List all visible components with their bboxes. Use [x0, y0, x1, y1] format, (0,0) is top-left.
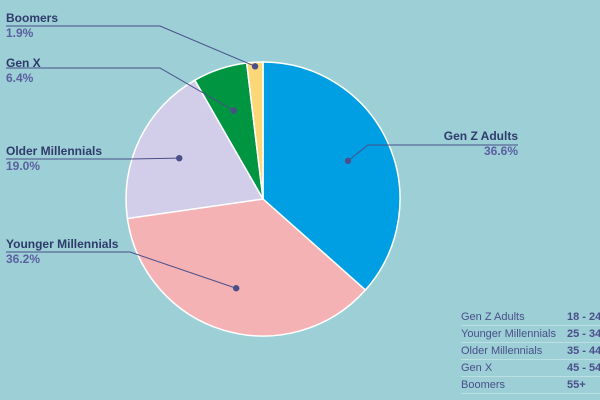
age-legend-row: Gen X 45 - 54: [461, 360, 600, 377]
age-legend-range: 35 - 44: [567, 345, 600, 357]
pie-slice-gen-z-adults: [262, 61, 401, 292]
leader-line: [347, 144, 518, 162]
age-legend-generation: Gen X: [461, 362, 493, 374]
slice-label-younger-millennials: Younger Millennials 36.2%: [6, 237, 118, 267]
slice-name: Older Millennials: [6, 144, 103, 158]
pie-slice-younger-millennials: [126, 198, 367, 337]
age-legend-range: 25 - 34: [567, 328, 600, 340]
age-legend-generation: Younger Millennials: [461, 328, 556, 340]
slice-name: Gen X: [6, 56, 41, 70]
slice-percent: 36.2%: [6, 252, 41, 266]
slice-percent: 19.0%: [6, 159, 41, 173]
slice-label-gen-z-adults: Gen Z Adults 36.6%: [444, 129, 518, 159]
age-legend-row: Boomers 55+: [461, 377, 600, 394]
leader-line: [6, 157, 180, 160]
age-legend-row: Older Millennials 35 - 44: [461, 343, 600, 360]
age-legend-generation: Older Millennials: [461, 345, 543, 357]
slice-name: Younger Millennials: [6, 237, 119, 251]
slice-name: Gen Z Adults: [443, 129, 518, 143]
slice-percent: 36.6%: [483, 144, 518, 158]
slice-label-older-millennials: Older Millennials 19.0%: [6, 144, 102, 174]
leader-line: [6, 67, 234, 112]
age-legend-row: Younger Millennials 25 - 34: [461, 326, 600, 343]
age-legend-row: Gen Z Adults 18 - 24: [461, 309, 600, 326]
slice-percent: 6.4%: [6, 71, 34, 85]
slice-percent: 1.9%: [6, 26, 34, 40]
leader-line: [6, 251, 237, 289]
age-legend-range: 18 - 24: [567, 311, 600, 323]
age-legend-range: 45 - 54: [567, 362, 600, 374]
age-range-legend: Gen Z Adults 18 - 24 Younger Millennials…: [461, 309, 600, 394]
slice-label-boomers: Boomers 1.9%: [6, 11, 58, 41]
age-legend-range: 55+: [567, 379, 586, 391]
slice-label-gen-x: Gen X 6.4%: [6, 56, 41, 86]
leader-line: [6, 25, 256, 67]
age-legend-generation: Gen Z Adults: [461, 311, 525, 323]
age-legend-generation: Boomers: [461, 379, 506, 391]
slice-name: Boomers: [6, 11, 59, 25]
pie-slice-older-millennials: [125, 79, 265, 220]
